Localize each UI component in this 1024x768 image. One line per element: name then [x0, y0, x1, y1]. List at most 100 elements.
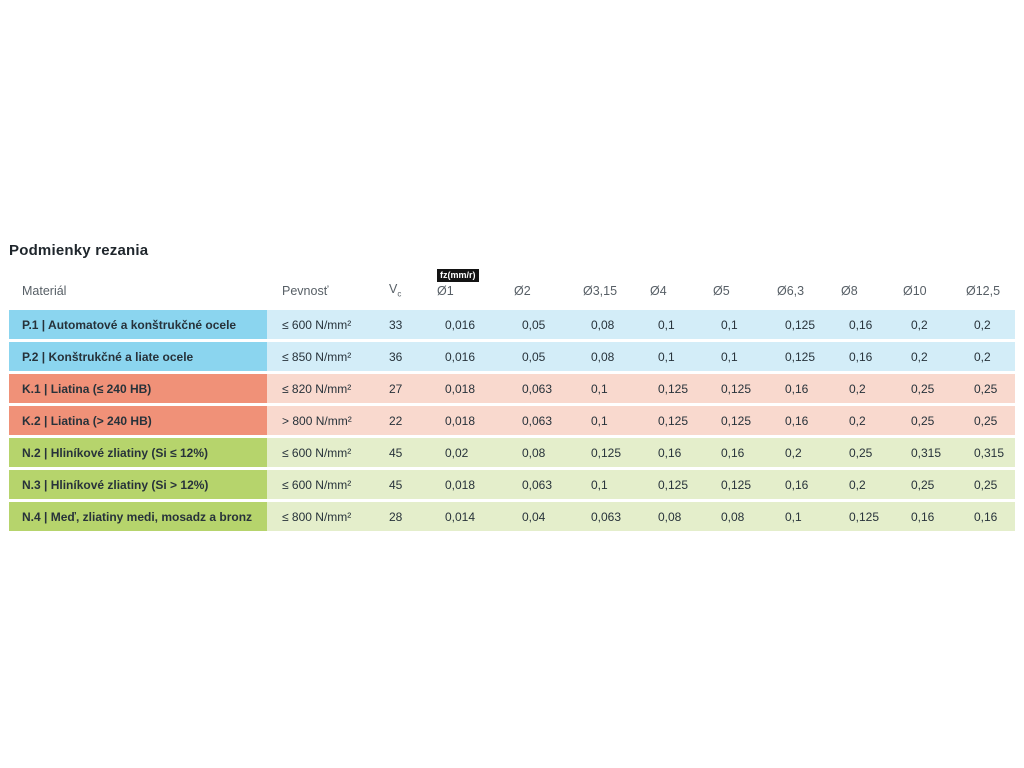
fz-value-cell: 0,014	[425, 502, 502, 531]
strength-cell: ≤ 600 N/mm²	[267, 470, 377, 499]
fz-value-cell: 0,08	[701, 502, 765, 531]
section-title: Podmienky rezania	[9, 242, 149, 259]
fz-value-cell: 0,125	[765, 310, 829, 339]
fz-value-cell: 0,125	[765, 342, 829, 371]
fz-value-cell: 0,25	[954, 406, 1015, 435]
fz-value-cell: 0,063	[502, 406, 571, 435]
col-header-vc: Vc	[377, 267, 425, 307]
col-header-strength: Pevnosť	[282, 284, 329, 298]
fz-value-cell: 0,125	[638, 406, 701, 435]
fz-value-cell: 0,2	[829, 406, 891, 435]
fz-value-cell: 0,25	[954, 374, 1015, 403]
fz-value-cell: 0,018	[425, 470, 502, 499]
vc-cell: 22	[377, 406, 425, 435]
table-header-row: Materiál Pevnosť Vc fz(mm/r) Ø1 Ø2 Ø3,15…	[9, 267, 1015, 307]
fz-value-cell: 0,25	[829, 438, 891, 467]
vc-subscript: c	[397, 289, 402, 298]
fz-value-cell: 0,08	[571, 342, 638, 371]
fz-value-cell: 0,2	[954, 342, 1015, 371]
fz-value-cell: 0,16	[638, 438, 701, 467]
table-row: N.2 | Hliníkové zliatiny (Si ≤ 12%) ≤ 600…	[9, 438, 1015, 467]
fz-value-cell: 0,05	[502, 310, 571, 339]
table-row: P.1 | Automatové a konštrukčné ocele ≤ 60…	[9, 310, 1015, 339]
fz-value-cell: 0,063	[502, 470, 571, 499]
fz-value-cell: 0,125	[701, 406, 765, 435]
cutting-conditions-table: Materiál Pevnosť Vc fz(mm/r) Ø1 Ø2 Ø3,15…	[9, 264, 1015, 534]
cutting-conditions-section: Podmienky rezania Materiál Pevnosť Vc fz…	[9, 242, 1016, 534]
fz-value-cell: 0,315	[891, 438, 954, 467]
strength-cell: ≤ 850 N/mm²	[267, 342, 377, 371]
fz-value-cell: 0,02	[425, 438, 502, 467]
col-header-d8: Ø10	[903, 284, 927, 298]
fz-value-cell: 0,125	[701, 374, 765, 403]
fz-value-cell: 0,16	[891, 502, 954, 531]
d1-label: Ø1	[437, 284, 454, 298]
fz-value-cell: 0,018	[425, 406, 502, 435]
fz-value-cell: 0,018	[425, 374, 502, 403]
fz-value-cell: 0,16	[765, 470, 829, 499]
vc-cell: 45	[377, 470, 425, 499]
col-header-d7: Ø8	[841, 284, 858, 298]
fz-value-cell: 0,016	[425, 342, 502, 371]
col-header-d4: Ø4	[650, 284, 667, 298]
fz-value-cell: 0,125	[829, 502, 891, 531]
fz-value-cell: 0,1	[638, 342, 701, 371]
fz-value-cell: 0,25	[954, 470, 1015, 499]
fz-value-cell: 0,08	[502, 438, 571, 467]
fz-value-cell: 0,1	[638, 310, 701, 339]
fz-value-cell: 0,1	[571, 374, 638, 403]
fz-value-cell: 0,1	[571, 470, 638, 499]
vc-cell: 36	[377, 342, 425, 371]
fz-value-cell: 0,125	[571, 438, 638, 467]
fz-value-cell: 0,2	[765, 438, 829, 467]
strength-cell: ≤ 600 N/mm²	[267, 438, 377, 467]
fz-value-cell: 0,25	[891, 470, 954, 499]
fz-value-cell: 0,25	[891, 406, 954, 435]
fz-value-cell: 0,2	[891, 342, 954, 371]
material-cell: N.4 | Meď, zliatiny medi, mosadz a bronz	[9, 502, 267, 531]
fz-value-cell: 0,063	[571, 502, 638, 531]
material-cell: P.2 | Konštrukčné a liate ocele	[9, 342, 267, 371]
vc-label: V	[389, 281, 398, 296]
vc-cell: 27	[377, 374, 425, 403]
fz-value-cell: 0,08	[638, 502, 701, 531]
material-cell: K.2 | Liatina (> 240 HB)	[9, 406, 267, 435]
fz-value-cell: 0,125	[638, 374, 701, 403]
vc-cell: 45	[377, 438, 425, 467]
col-header-d3: Ø3,15	[583, 284, 618, 298]
table-body: P.1 | Automatové a konštrukčné ocele ≤ 60…	[9, 310, 1015, 531]
vc-cell: 33	[377, 310, 425, 339]
material-cell: K.1 | Liatina (≤ 240 HB)	[9, 374, 267, 403]
fz-value-cell: 0,08	[571, 310, 638, 339]
fz-value-cell: 0,16	[765, 406, 829, 435]
fz-value-cell: 0,16	[954, 502, 1015, 531]
vc-cell: 28	[377, 502, 425, 531]
fz-unit-badge: fz(mm/r)	[437, 269, 479, 282]
strength-cell: > 800 N/mm²	[267, 406, 377, 435]
table-row: N.3 | Hliníkové zliatiny (Si > 12%) ≤ 600…	[9, 470, 1015, 499]
fz-value-cell: 0,125	[638, 470, 701, 499]
fz-value-cell: 0,16	[829, 310, 891, 339]
table-row: N.4 | Meď, zliatiny medi, mosadz a bronz…	[9, 502, 1015, 531]
col-header-d5: Ø5	[713, 284, 730, 298]
fz-value-cell: 0,016	[425, 310, 502, 339]
fz-value-cell: 0,2	[954, 310, 1015, 339]
material-cell: N.3 | Hliníkové zliatiny (Si > 12%)	[9, 470, 267, 499]
fz-value-cell: 0,2	[829, 470, 891, 499]
fz-value-cell: 0,1	[701, 310, 765, 339]
fz-value-cell: 0,315	[954, 438, 1015, 467]
col-header-material: Materiál	[22, 284, 67, 298]
fz-value-cell: 0,1	[701, 342, 765, 371]
material-cell: P.1 | Automatové a konštrukčné ocele	[9, 310, 267, 339]
table-row: K.2 | Liatina (> 240 HB) > 800 N/mm² 22 0,0…	[9, 406, 1015, 435]
fz-value-cell: 0,2	[891, 310, 954, 339]
fz-value-cell: 0,1	[571, 406, 638, 435]
col-header-d9: Ø12,5	[966, 284, 1001, 298]
fz-value-cell: 0,1	[765, 502, 829, 531]
fz-value-cell: 0,04	[502, 502, 571, 531]
col-header-d2: Ø2	[514, 284, 531, 298]
material-cell: N.2 | Hliníkové zliatiny (Si ≤ 12%)	[9, 438, 267, 467]
fz-value-cell: 0,05	[502, 342, 571, 371]
fz-value-cell: 0,125	[701, 470, 765, 499]
